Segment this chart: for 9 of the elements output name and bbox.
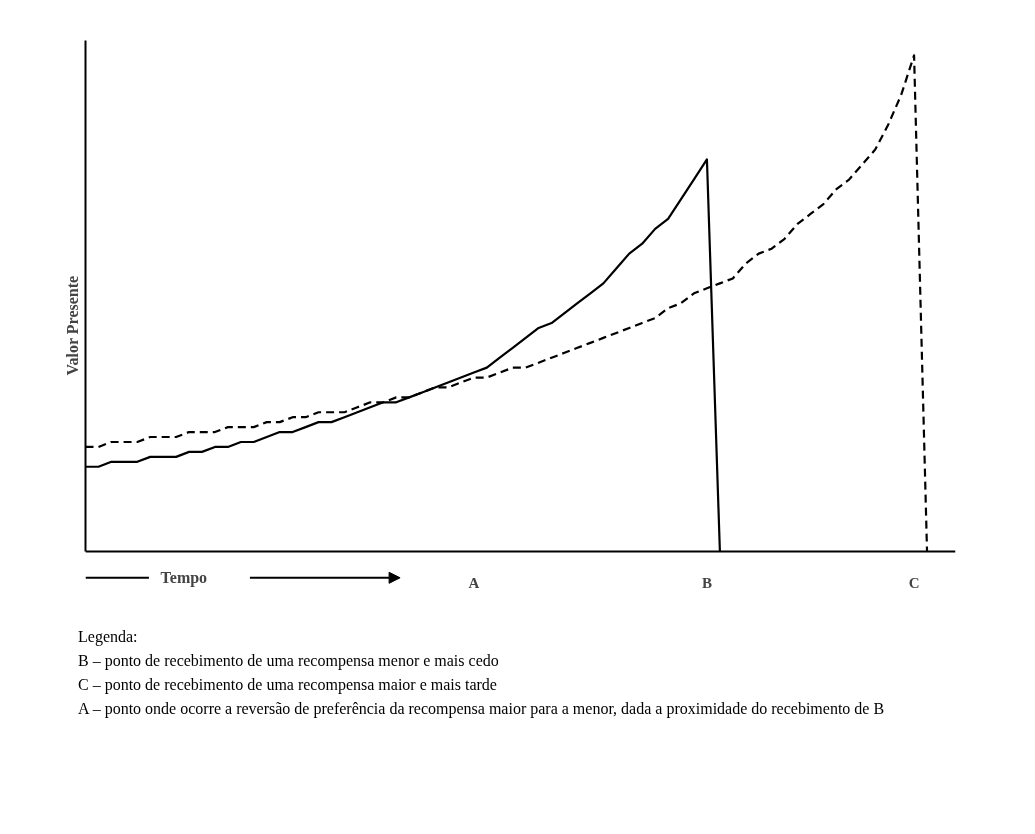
- text: Legenda:: [78, 627, 139, 648]
- x-tick-label: A: [468, 575, 480, 592]
- text: B – ponto de recebimento de uma recompensa menor e mais cedo: [78, 651, 500, 672]
- x-tick-label: B: [701, 575, 712, 592]
- x-tick-label: C: [908, 575, 920, 592]
- text: C – ponto de recebimento de uma recompensa maior e mais tarde: [78, 675, 498, 696]
- x-axis-title: Tempo: [160, 569, 208, 588]
- text: A – ponto onde ocorre a reversão de preferência da recompensa maior para a menor, dada a proximidade do recebimento de B: [78, 699, 885, 720]
- y-axis-title: Valor Presente: [63, 275, 81, 376]
